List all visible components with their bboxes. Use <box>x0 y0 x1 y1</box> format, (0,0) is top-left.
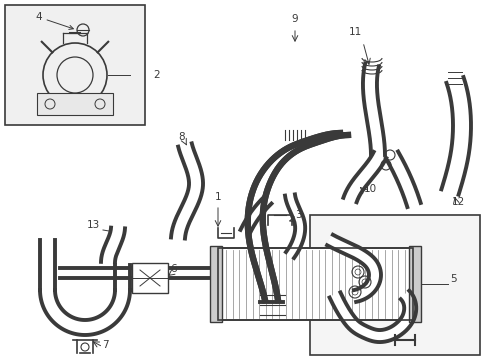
Text: 7: 7 <box>102 340 108 350</box>
Polygon shape <box>385 152 420 207</box>
Polygon shape <box>247 133 339 300</box>
Text: 6: 6 <box>170 264 176 274</box>
Polygon shape <box>60 268 132 278</box>
Text: 12: 12 <box>450 197 464 207</box>
Text: 5: 5 <box>449 274 456 284</box>
Polygon shape <box>168 268 209 278</box>
Bar <box>218 248 412 320</box>
Polygon shape <box>329 291 415 342</box>
Bar <box>218 248 412 320</box>
Polygon shape <box>171 143 203 239</box>
Bar <box>408 246 420 322</box>
Bar <box>209 246 222 322</box>
Polygon shape <box>343 152 386 202</box>
Polygon shape <box>326 235 380 302</box>
Bar <box>309 215 479 355</box>
Text: 10: 10 <box>363 184 376 194</box>
Text: 11: 11 <box>347 27 361 37</box>
Polygon shape <box>285 194 305 258</box>
Polygon shape <box>441 77 470 195</box>
Text: 9: 9 <box>291 14 298 24</box>
Text: 3: 3 <box>294 210 301 220</box>
Text: 8: 8 <box>178 132 185 142</box>
Bar <box>132 263 168 293</box>
Text: 13: 13 <box>86 220 100 230</box>
Polygon shape <box>240 197 271 234</box>
Text: 1: 1 <box>214 192 221 202</box>
Polygon shape <box>362 63 384 155</box>
Polygon shape <box>262 135 347 300</box>
Polygon shape <box>101 228 125 262</box>
Text: 4: 4 <box>35 12 73 30</box>
Bar <box>5 5 145 125</box>
Bar <box>37 93 113 115</box>
Text: 2: 2 <box>153 70 159 80</box>
